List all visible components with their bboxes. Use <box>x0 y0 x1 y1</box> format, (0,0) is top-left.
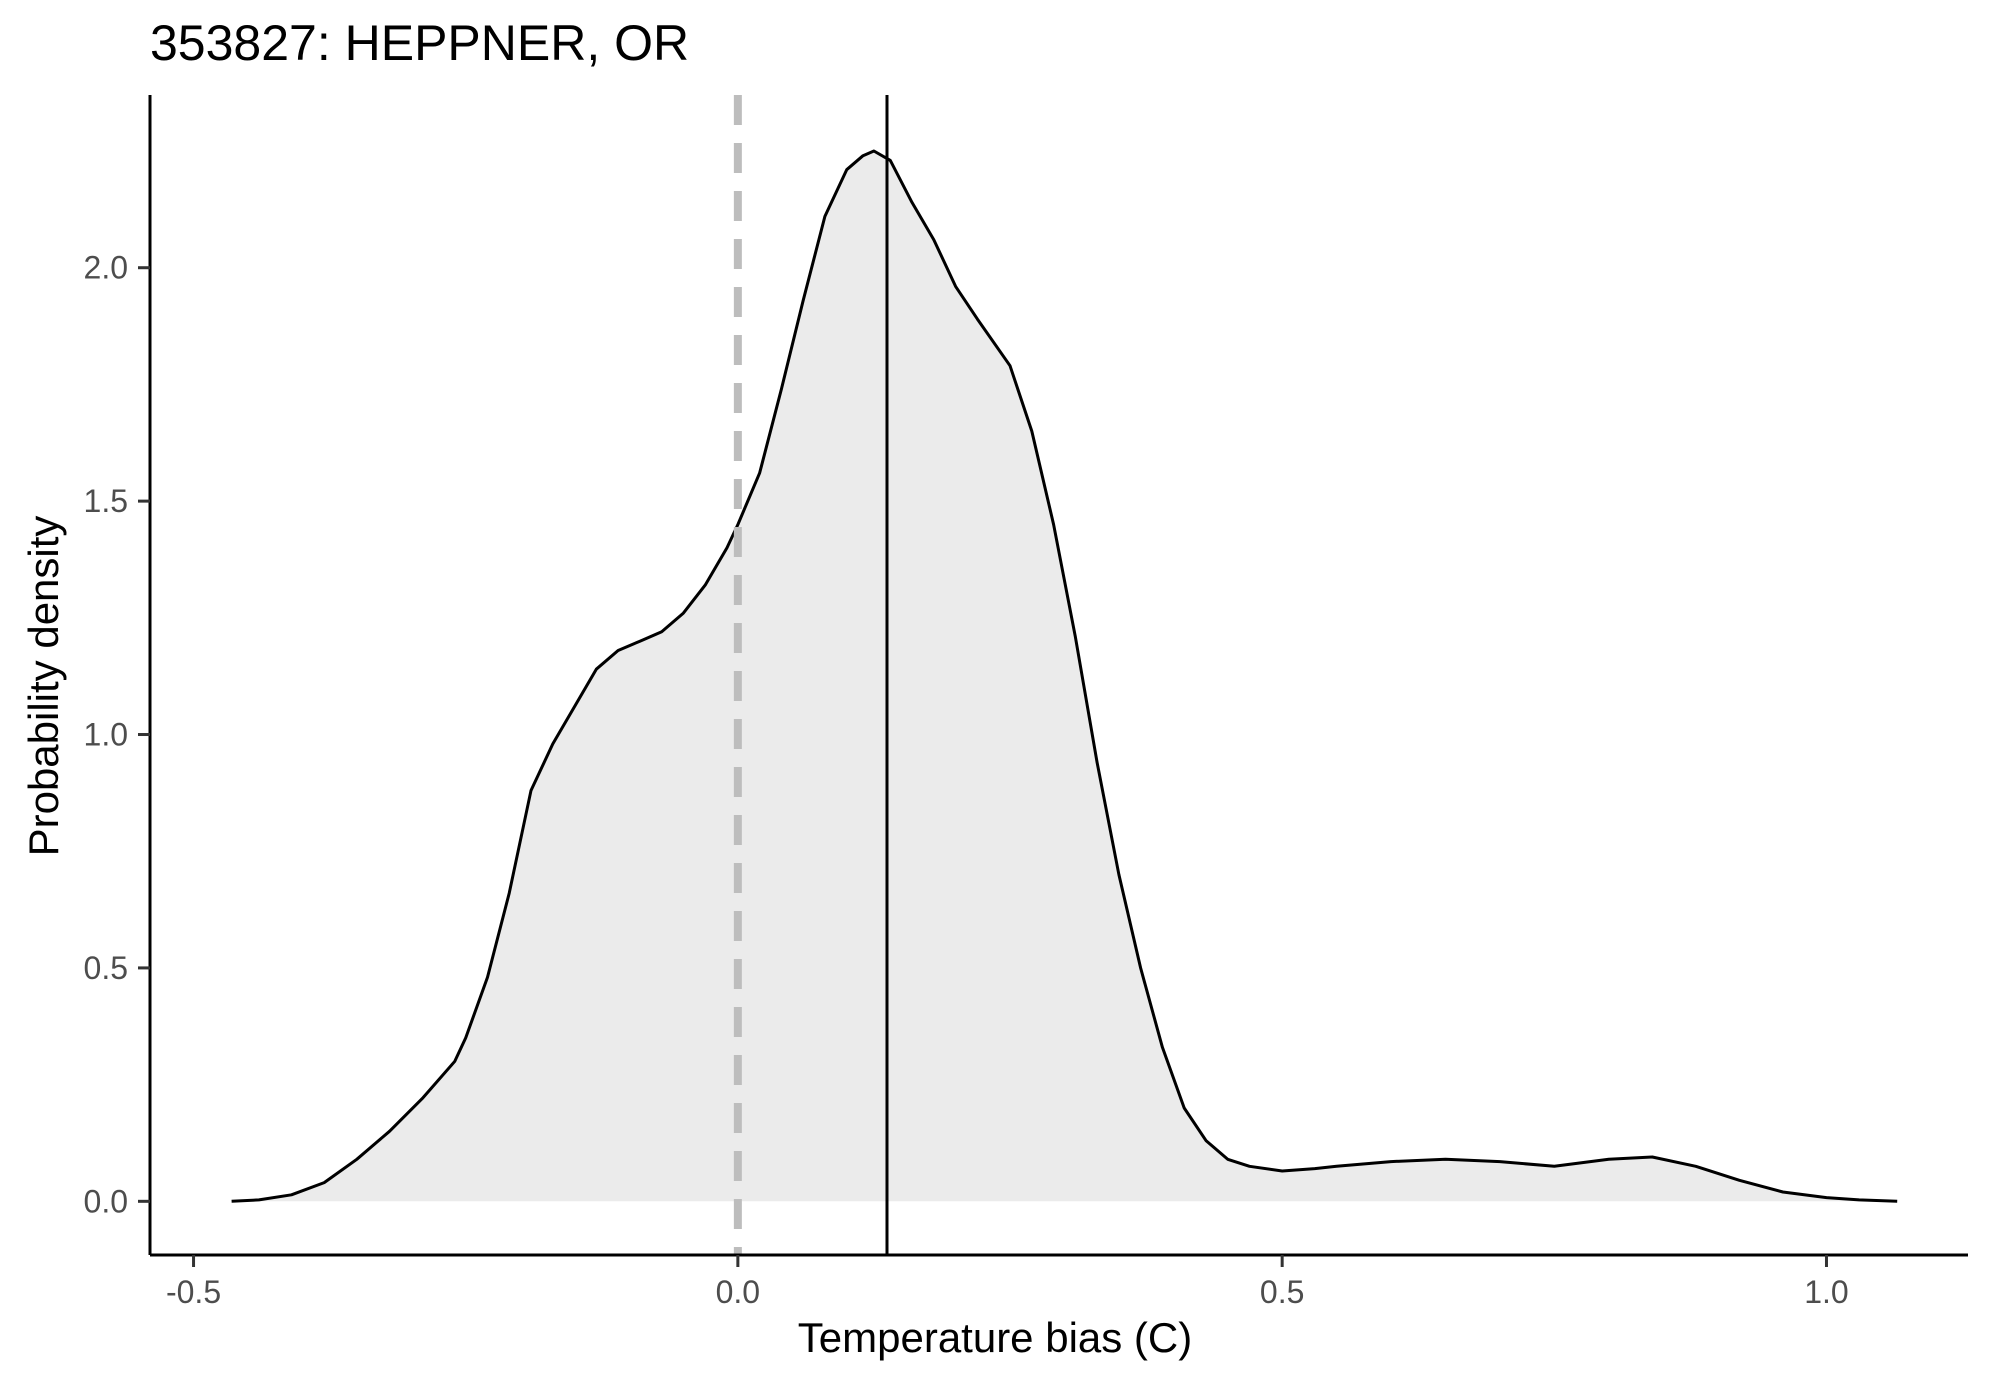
density-area-0 <box>231 151 1898 1202</box>
x-tick-label: -0.5 <box>166 1274 221 1310</box>
chart-title: 353827: HEPPNER, OR <box>150 15 690 71</box>
y-tick-label: 2.0 <box>84 250 128 286</box>
x-axis-label: Temperature bias (C) <box>797 1314 1193 1361</box>
density-curve-0 <box>231 149 1898 1203</box>
x-tick-label: 0.5 <box>1260 1274 1304 1310</box>
y-tick-label: 1.5 <box>84 483 128 519</box>
y-tick-label: 0.5 <box>84 950 128 986</box>
x-tick-label: 0.0 <box>716 1274 760 1310</box>
y-tick-label: 0.0 <box>84 1183 128 1219</box>
x-tick-label: 1.0 <box>1804 1274 1848 1310</box>
y-tick-label: 1.0 <box>84 717 128 753</box>
y-axis-label: Probability density <box>20 515 67 857</box>
